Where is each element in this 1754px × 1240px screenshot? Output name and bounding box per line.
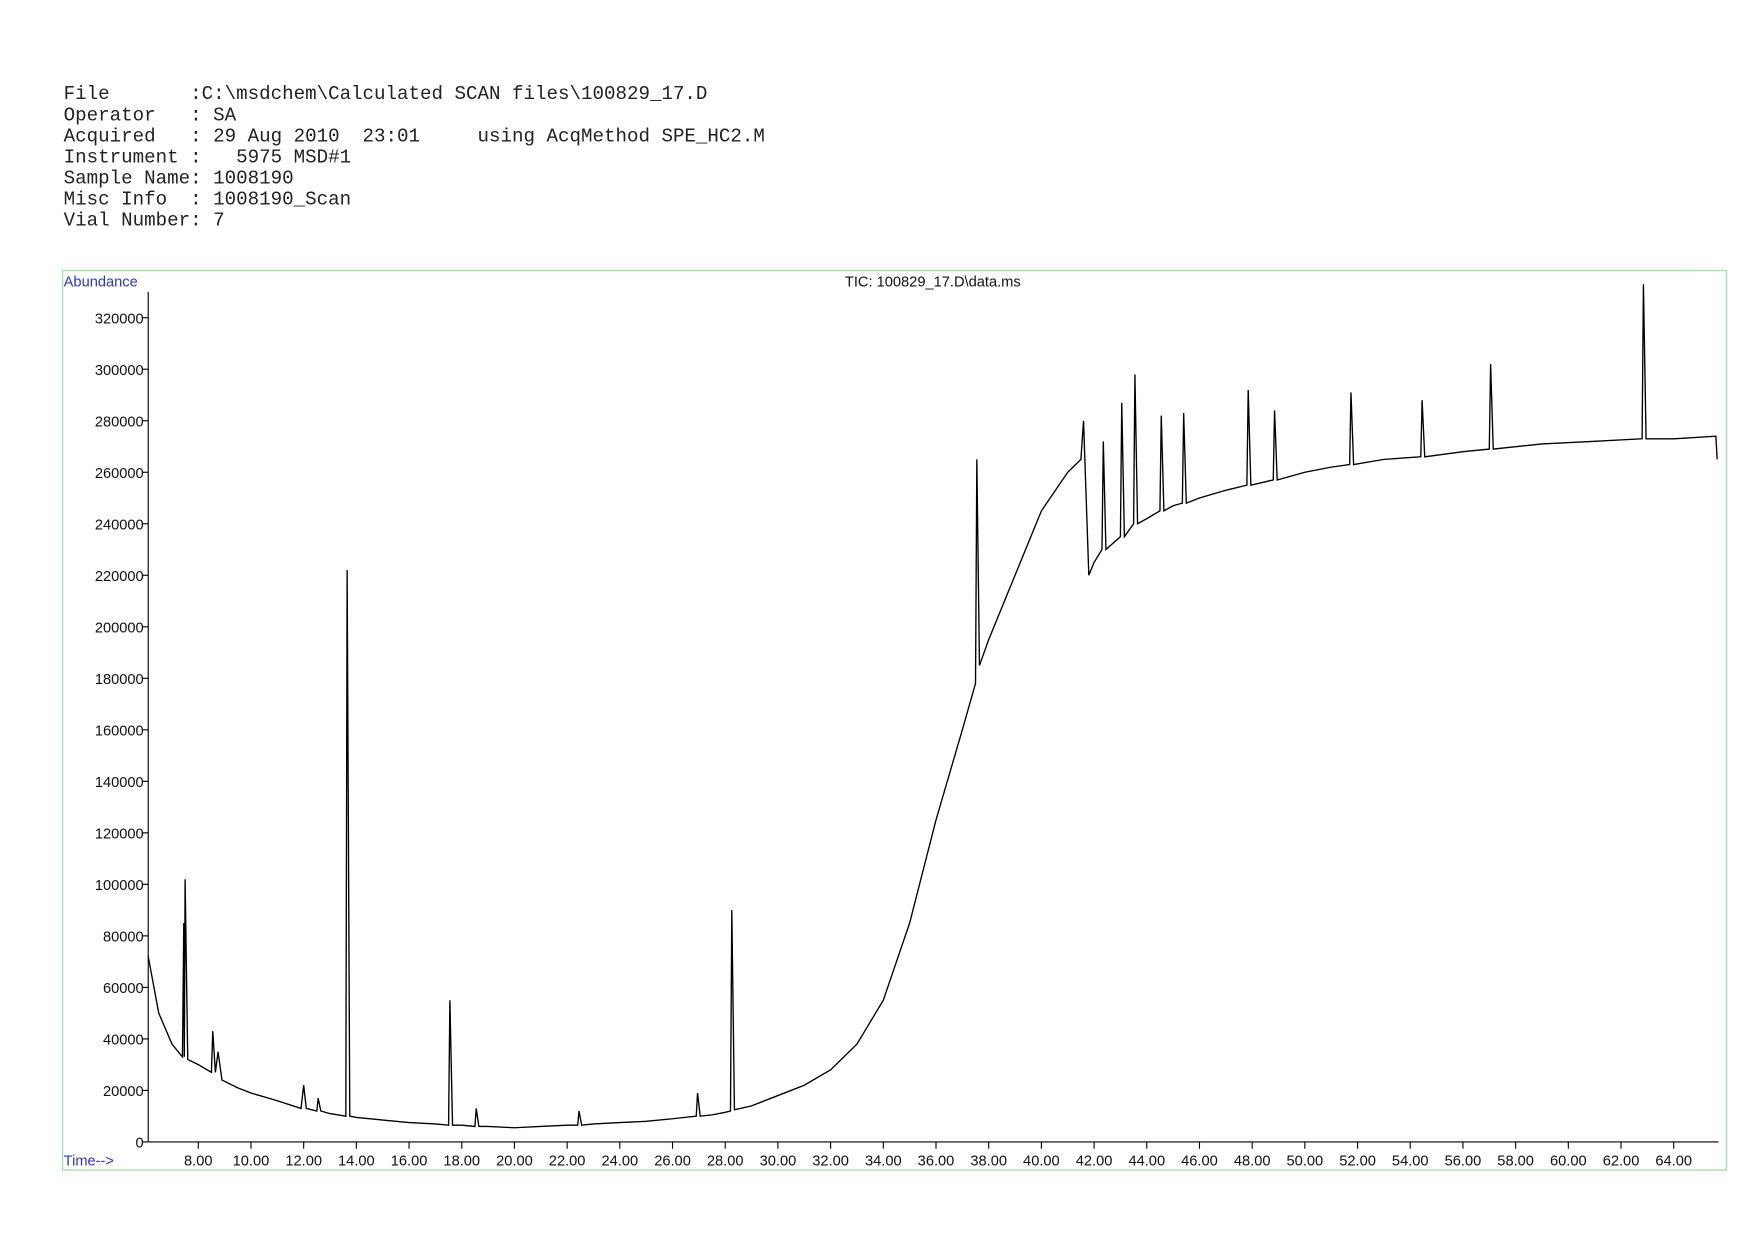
x-tick-label: 24.00 xyxy=(602,1154,639,1170)
y-tick-label: 120000 xyxy=(95,826,144,842)
y-tick-label: 200000 xyxy=(95,620,144,636)
y-tick-label: 0 xyxy=(136,1136,144,1152)
y-tick-label: 80000 xyxy=(103,930,144,946)
header-line: Misc Info : 1008190_Scan xyxy=(64,189,351,211)
x-tick-label: 12.00 xyxy=(285,1154,322,1170)
x-tick-label: 14.00 xyxy=(338,1154,375,1170)
y-tick-label: 160000 xyxy=(95,723,144,739)
x-tick-label: 56.00 xyxy=(1445,1154,1482,1170)
x-tick-label: 18.00 xyxy=(443,1154,480,1170)
header-line: File :C:\msdchem\Calculated SCAN files\1… xyxy=(64,83,708,105)
x-tick-label: 26.00 xyxy=(654,1154,691,1170)
y-tick-label: 180000 xyxy=(95,672,144,688)
header-line: Vial Number: 7 xyxy=(64,210,225,232)
x-tick-label: 60.00 xyxy=(1550,1154,1587,1170)
y-tick-label: 40000 xyxy=(103,1033,144,1049)
y-tick-label: 100000 xyxy=(95,878,144,894)
x-tick-label: 30.00 xyxy=(760,1154,797,1170)
plot-frame xyxy=(61,269,1728,1171)
x-tick-label: 42.00 xyxy=(1076,1154,1113,1170)
x-tick-label: 54.00 xyxy=(1392,1154,1429,1170)
header-line: Operator : SA xyxy=(64,104,237,126)
x-tick-label: 28.00 xyxy=(707,1154,744,1170)
x-tick-label: 20.00 xyxy=(496,1154,533,1170)
y-tick-label: 280000 xyxy=(95,414,144,430)
x-tick-label: 44.00 xyxy=(1128,1154,1165,1170)
x-tick-label: 62.00 xyxy=(1603,1154,1640,1170)
x-tick-label: 48.00 xyxy=(1234,1154,1271,1170)
x-tick-label: 32.00 xyxy=(812,1154,849,1170)
x-tick-label: 52.00 xyxy=(1339,1154,1376,1170)
x-tick-label: 16.00 xyxy=(391,1154,428,1170)
x-tick-label: 58.00 xyxy=(1497,1154,1534,1170)
header-line: Sample Name: 1008190 xyxy=(64,168,294,190)
x-tick-label: 34.00 xyxy=(865,1154,902,1170)
x-tick-label: 36.00 xyxy=(918,1154,955,1170)
tic-trace xyxy=(147,284,1718,1129)
x-tick-label: 64.00 xyxy=(1655,1154,1692,1170)
y-tick-label: 140000 xyxy=(95,775,144,791)
chart-title: TIC: 100829_17.D\data.ms xyxy=(845,274,1021,290)
y-tick-label: 300000 xyxy=(95,363,144,379)
x-tick-label: 40.00 xyxy=(1023,1154,1060,1170)
x-tick-label: 46.00 xyxy=(1181,1154,1218,1170)
y-tick-label: 320000 xyxy=(95,311,144,327)
header-line: Instrument : 5975 MSD#1 xyxy=(64,146,351,168)
x-tick-label: 22.00 xyxy=(549,1154,586,1170)
x-axis-label: Time--> xyxy=(64,1154,114,1170)
x-tick-label: 38.00 xyxy=(970,1154,1007,1170)
y-tick-label: 240000 xyxy=(95,517,144,533)
y-tick-label: 260000 xyxy=(95,466,144,482)
y-axis-label: Abundance xyxy=(64,274,138,290)
y-tick-label: 20000 xyxy=(103,1084,144,1100)
header-line: Acquired : 29 Aug 2010 23:01 using AcqMe… xyxy=(64,125,765,147)
y-tick-label: 60000 xyxy=(103,981,144,997)
x-tick-label: 50.00 xyxy=(1287,1154,1324,1170)
y-tick-label: 220000 xyxy=(95,569,144,585)
x-tick-label: 10.00 xyxy=(233,1154,270,1170)
x-tick-label: 8.00 xyxy=(184,1154,213,1170)
